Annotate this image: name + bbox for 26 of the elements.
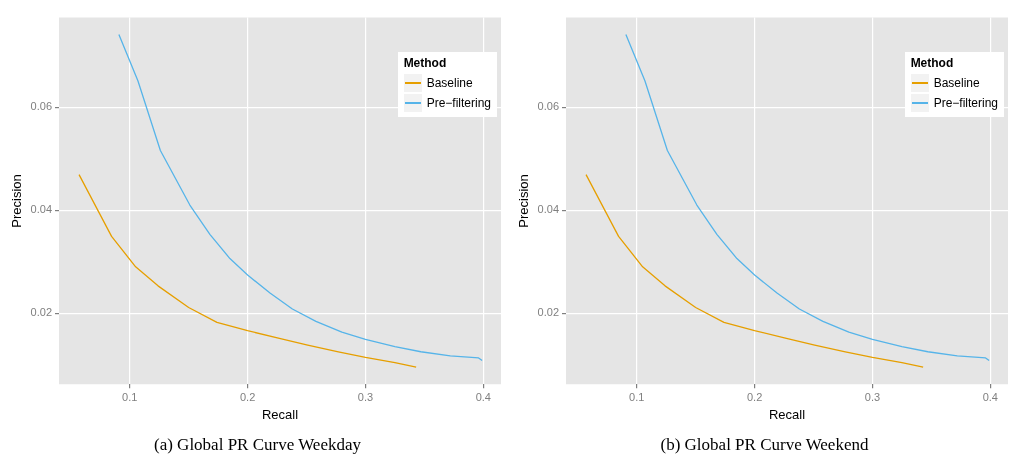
legend-label: Baseline xyxy=(426,74,473,92)
y-tick-label: 0.02 xyxy=(30,306,53,319)
x-tick-label: 0.1 xyxy=(122,390,138,403)
x-tick-label: 0.3 xyxy=(357,390,374,403)
x-axis-title: Recall xyxy=(768,406,806,422)
y-axis-title: Precision xyxy=(516,174,532,228)
legend-label: Pre−filtering xyxy=(426,94,491,112)
x-tick-label: 0.2 xyxy=(746,390,763,403)
legend-title: Method xyxy=(910,55,955,70)
y-tick-label: 0.06 xyxy=(30,100,53,113)
text: (b) Global PR Curve Weekend xyxy=(659,435,870,455)
x-tick-label: 0.4 xyxy=(475,390,491,403)
text: (a) Global PR Curve Weekday xyxy=(153,435,362,455)
y-tick-label: 0.06 xyxy=(537,100,560,113)
y-axis-title: Precision xyxy=(9,174,25,228)
y-tick-label: 0.02 xyxy=(537,306,560,319)
x-tick-label: 0.2 xyxy=(239,390,256,403)
x-tick-label: 0.3 xyxy=(864,390,881,403)
legend-label: Pre−filtering xyxy=(933,94,998,112)
y-tick-label: 0.04 xyxy=(30,203,53,216)
x-tick-label: 0.1 xyxy=(629,390,645,403)
x-axis-title: Recall xyxy=(261,406,299,422)
y-tick-label: 0.04 xyxy=(537,203,560,216)
legend-title: Method xyxy=(403,55,448,70)
legend-label: Baseline xyxy=(933,74,980,92)
x-tick-label: 0.4 xyxy=(982,390,998,403)
